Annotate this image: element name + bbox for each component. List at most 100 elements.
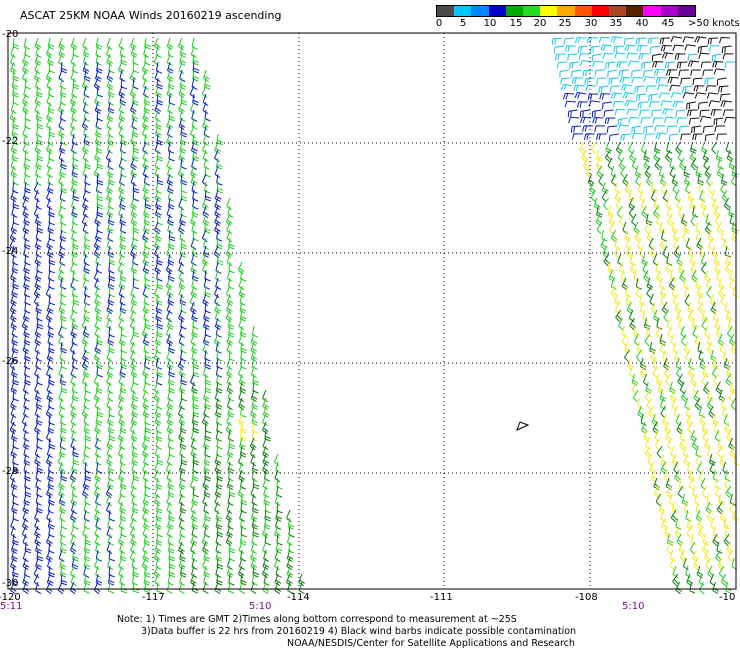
wind-barb bbox=[652, 110, 662, 117]
wind-barb bbox=[611, 166, 616, 178]
wind-barb bbox=[695, 93, 706, 99]
wind-barb bbox=[636, 174, 641, 186]
wind-barb bbox=[703, 70, 713, 76]
lat-label: -20 bbox=[2, 29, 18, 40]
wind-barb bbox=[725, 62, 735, 68]
wind-barb bbox=[637, 46, 648, 52]
wind-barb bbox=[604, 110, 614, 117]
wind-barb bbox=[705, 78, 715, 84]
wind-barb bbox=[552, 38, 562, 45]
legend-swatch bbox=[437, 6, 454, 16]
wind-barb bbox=[680, 382, 685, 394]
wind-barb bbox=[718, 334, 724, 346]
east-swath-wind-barbs bbox=[552, 37, 739, 594]
wind-barb bbox=[712, 54, 721, 62]
wind-barb bbox=[644, 70, 653, 77]
wind-barb bbox=[649, 102, 660, 108]
wind-barb bbox=[36, 110, 42, 121]
wind-barb bbox=[688, 190, 694, 202]
lat-label: -26 bbox=[2, 356, 18, 367]
wind-barb bbox=[589, 101, 600, 107]
wind-barb bbox=[675, 54, 686, 60]
wind-barb bbox=[94, 350, 100, 362]
wind-barb bbox=[155, 246, 160, 258]
wind-barb bbox=[560, 70, 569, 78]
wind-barb bbox=[673, 45, 684, 51]
wind-barb bbox=[719, 86, 729, 93]
wind-barb bbox=[166, 462, 171, 474]
wind-barb bbox=[228, 430, 234, 441]
wind-barb bbox=[227, 526, 233, 538]
wind-barb bbox=[121, 582, 127, 593]
map-title: ASCAT 25KM NOAA Winds 20160219 ascending bbox=[20, 9, 281, 22]
wind-barb bbox=[669, 494, 674, 506]
wind-barb bbox=[554, 46, 563, 53]
wind-barb bbox=[693, 78, 703, 85]
wind-barb bbox=[721, 398, 726, 410]
wind-barb bbox=[215, 150, 220, 162]
wind-barb bbox=[713, 62, 724, 68]
wind-barb bbox=[592, 54, 601, 62]
wind-barb bbox=[577, 102, 588, 108]
time-label: 5:11 bbox=[0, 601, 22, 612]
lon-label: -117 bbox=[142, 592, 165, 603]
wind-barb bbox=[610, 86, 620, 92]
wind-barb bbox=[646, 86, 656, 92]
wind-barb bbox=[618, 118, 627, 126]
wind-barb bbox=[688, 61, 699, 67]
legend-label: 35 bbox=[610, 18, 623, 29]
wind-barb bbox=[720, 94, 730, 101]
wind-barb bbox=[47, 366, 52, 378]
wind-barb bbox=[690, 198, 696, 210]
wind-barb bbox=[688, 54, 698, 61]
wind-barb bbox=[155, 574, 160, 586]
wind-barb bbox=[584, 134, 594, 140]
wind-barb bbox=[726, 142, 731, 154]
wind-barb bbox=[655, 126, 666, 132]
wind-barb bbox=[665, 62, 675, 69]
wind-barb bbox=[587, 37, 598, 43]
wind-barb bbox=[601, 45, 612, 51]
wind-barb bbox=[591, 46, 600, 53]
wind-barb bbox=[632, 158, 637, 170]
wind-barb bbox=[82, 214, 87, 226]
wind-barb bbox=[691, 214, 696, 226]
wind-barb bbox=[625, 38, 635, 45]
wind-barb bbox=[677, 254, 683, 266]
wind-barb bbox=[565, 46, 575, 52]
wind-barb bbox=[706, 86, 717, 92]
wind-barb bbox=[699, 574, 704, 586]
wind-barb bbox=[611, 37, 622, 43]
wind-barb bbox=[676, 582, 682, 594]
wind-barb bbox=[677, 62, 687, 69]
wind-barb bbox=[654, 478, 660, 490]
wind-barb bbox=[714, 69, 725, 75]
wind-barb bbox=[131, 510, 136, 522]
wind-barb bbox=[691, 70, 701, 76]
wind-barb bbox=[632, 214, 637, 226]
wind-barb bbox=[651, 190, 656, 202]
lon-label: -114 bbox=[287, 592, 310, 603]
wind-barb bbox=[679, 126, 689, 133]
wind-barb bbox=[667, 70, 678, 76]
wind-barb bbox=[688, 462, 693, 473]
wind-barb bbox=[725, 117, 736, 123]
wind-barb bbox=[702, 142, 708, 154]
wind-barb bbox=[705, 270, 711, 282]
wind-barb bbox=[618, 125, 629, 131]
wind-barb bbox=[632, 70, 641, 77]
wind-barb bbox=[719, 390, 725, 402]
wind-barb bbox=[663, 109, 674, 115]
wind-barb bbox=[632, 126, 641, 134]
wind-barb bbox=[576, 38, 587, 44]
wind-barb bbox=[667, 126, 677, 133]
legend-label: 15 bbox=[510, 18, 523, 29]
wind-barb bbox=[717, 78, 726, 85]
wind-barb bbox=[24, 38, 30, 49]
wind-barb bbox=[713, 534, 719, 546]
wind-barb bbox=[693, 134, 703, 140]
wind-speed-legend: 0 5 10 15 20 25 30 35 40 45 >50 knots bbox=[436, 5, 696, 31]
wind-barb bbox=[605, 118, 615, 124]
wind-barb bbox=[688, 302, 694, 314]
wind-barb bbox=[58, 54, 63, 66]
